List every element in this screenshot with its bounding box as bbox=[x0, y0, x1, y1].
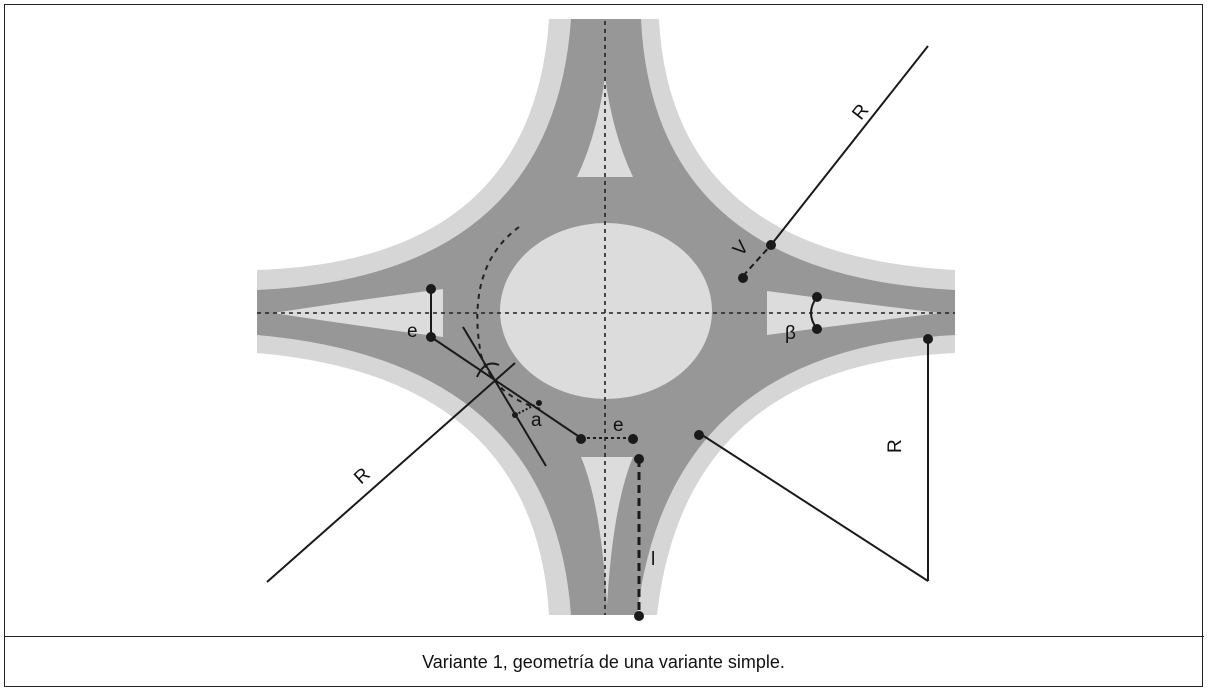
dot bbox=[628, 434, 638, 444]
figure-caption: Variante 1, geometría de una variante si… bbox=[422, 651, 785, 672]
label-l: l bbox=[651, 549, 655, 570]
roundabout-diagram: e e a β l V R R R bbox=[5, 5, 1204, 637]
splitter-island-right bbox=[767, 291, 941, 335]
circulation-arc bbox=[476, 226, 542, 410]
label-a: a bbox=[531, 410, 542, 431]
splitter-island-left bbox=[273, 289, 443, 337]
dot bbox=[923, 334, 933, 344]
dot bbox=[634, 611, 644, 621]
deflection-line bbox=[462, 326, 547, 467]
axis-lines bbox=[257, 21, 955, 615]
figure-frame: e e a β l V R R R Variante 1, geometría … bbox=[4, 4, 1204, 687]
dot bbox=[694, 430, 704, 440]
splitter-island-bottom bbox=[581, 457, 633, 605]
dot bbox=[426, 332, 436, 342]
dot bbox=[576, 434, 586, 444]
label-e-left: e bbox=[407, 321, 418, 342]
dot bbox=[634, 454, 644, 464]
a-line bbox=[514, 402, 540, 416]
angle-arc bbox=[476, 362, 500, 378]
label-r-bottom-left: R bbox=[350, 464, 374, 489]
dot bbox=[536, 400, 542, 406]
dot bbox=[812, 324, 822, 334]
label-r-right: R bbox=[885, 439, 906, 453]
roundabout-svg: e e a β l V R R R bbox=[257, 19, 955, 621]
radius-line-bottom-left bbox=[266, 362, 516, 583]
dot bbox=[738, 273, 748, 283]
entry-tangent-line bbox=[430, 336, 582, 439]
label-beta: β bbox=[785, 323, 796, 344]
label-e-bottom: e bbox=[613, 415, 624, 436]
central-island bbox=[500, 223, 712, 399]
radius-line-top-right bbox=[770, 45, 929, 246]
dot bbox=[766, 240, 776, 250]
endpoint-dots bbox=[426, 240, 933, 621]
radius-line-right-diagonal bbox=[698, 432, 929, 582]
geometry-lines bbox=[266, 45, 929, 615]
dot bbox=[512, 412, 518, 418]
dot bbox=[812, 292, 822, 302]
v-offset-line bbox=[742, 244, 772, 277]
dot bbox=[426, 284, 436, 294]
